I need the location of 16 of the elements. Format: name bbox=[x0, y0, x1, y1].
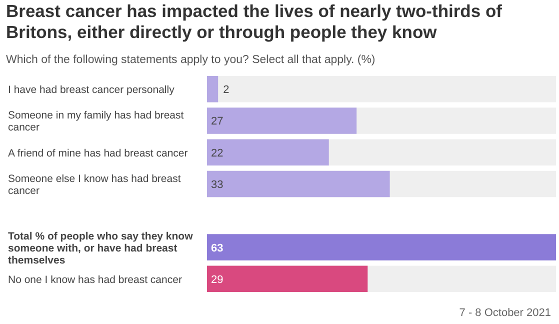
chart-subtitle: Which of the following statements apply to you? Select all that apply. (%) bbox=[6, 54, 376, 66]
y-tick-label: Someone in my family has had breast cancer bbox=[8, 110, 184, 134]
y-tick-label: Someone else I know has had breast cancer bbox=[8, 173, 181, 197]
y-tick-label: Total % of people who say they know someone with, or have had breast themselves bbox=[8, 230, 194, 266]
y-tick-label: I have had breast cancer personally bbox=[8, 84, 176, 96]
data-label: 22 bbox=[211, 147, 224, 160]
data-label: 33 bbox=[211, 179, 224, 191]
data-label: 27 bbox=[211, 116, 224, 128]
chart-title: Breast cancer has impacted the lives of nearly two-thirds of Britons, either directly or through people they know bbox=[6, 1, 502, 42]
data-label: 29 bbox=[211, 274, 224, 286]
y-tick-label: A friend of mine has had breast cancer bbox=[8, 147, 188, 160]
data-label: 2 bbox=[223, 84, 230, 96]
y-tick-label: No one I know has had breast cancer bbox=[8, 274, 182, 286]
text: 7 - 8 October 2021 bbox=[459, 307, 551, 319]
bar bbox=[207, 76, 218, 102]
data-label: 63 bbox=[211, 242, 224, 254]
